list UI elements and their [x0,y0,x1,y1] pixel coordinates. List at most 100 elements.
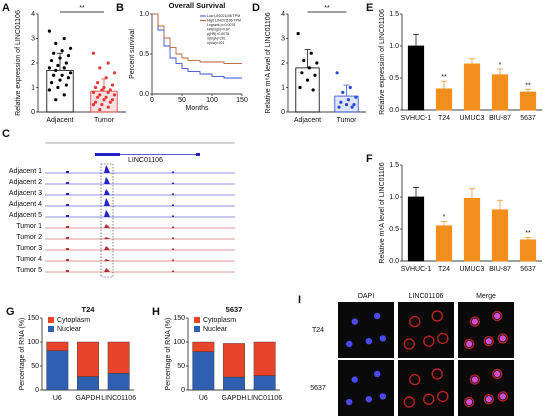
panel-label: A [2,2,10,14]
data-point [98,66,102,70]
data-point [47,29,52,33]
data-point [54,68,58,72]
data-point [305,78,310,82]
y-tick-label: 0.5 [389,226,399,233]
track-label: Adjacent 4 [9,201,42,208]
nucleus [365,396,372,403]
rna-signal [409,315,421,328]
bar [519,239,537,262]
row-label: T24 [312,327,324,334]
data-point [102,98,106,102]
significance: * [443,214,446,221]
track-peak [104,237,110,239]
legend-note: n(high)=201 [207,36,226,40]
nucleus [379,335,386,342]
data-point [56,63,60,68]
legend-label: Cytoplasm [203,317,236,324]
track-label: Tumor 1 [16,223,42,230]
data-point [100,103,104,107]
data-point [60,49,64,53]
x-axis-label: Months [186,105,209,112]
track-label: Tumor 2 [16,234,42,241]
rna-signal [437,332,449,345]
chart-title: 5637 [226,305,243,314]
bar [407,45,425,111]
bar [463,63,481,111]
y-tick-label: 1.0 [139,11,149,18]
bar [435,88,453,111]
data-point [106,90,110,94]
rna-signal [437,390,449,403]
y-axis-label: Relative m⁶A level of LINC01106 [379,162,386,263]
micrograph [338,360,394,416]
data-point [93,100,98,104]
y-tick-label: 0 [281,109,285,116]
row-label: 5637 [310,385,326,392]
nucleus [346,398,353,406]
data-point [112,71,117,75]
significance: * [499,62,502,69]
x-tick-label: UMUC3 [460,115,485,122]
nucleus [351,318,358,325]
track-peak [172,270,174,272]
data-point [350,105,354,109]
bar [491,74,509,111]
track-peak [172,226,174,228]
rna-signal [492,310,503,322]
rna-signal [464,338,475,350]
overlay [494,313,501,319]
rna-signal [431,368,443,380]
overlay [499,335,506,342]
micrograph [458,302,514,358]
y-tick-label: 1 [31,84,35,91]
rna-signal [409,373,421,386]
data-point [300,71,304,75]
gene-label: LINC01106 [128,157,163,164]
data-point [68,46,73,50]
y-tick-label: 3 [31,35,35,42]
track-peak [104,198,110,206]
micrograph [398,302,454,358]
x-tick-label: UMUC3 [460,266,485,273]
track-peak [66,248,69,250]
y-axis-label: Relative expression of LINC01106 [379,9,386,115]
data-point [298,85,302,90]
bar-segment [46,350,69,391]
x-tick-label: U6 [199,395,208,402]
track-peak [104,246,110,250]
data-point [352,103,356,107]
x-tick-label: 100 [206,97,218,104]
column-header: Merge [476,293,496,300]
legend-swatch [48,326,54,332]
data-point [91,90,96,94]
data-point [104,76,108,80]
scale-label: 5μm [521,408,531,414]
bar-segment [107,373,130,391]
overlay [494,371,501,377]
y-tick-label: 150 [173,315,185,322]
data-point [91,51,96,55]
data-point [335,71,339,75]
x-tick-label: Tumor [337,117,358,124]
y-tick-label: 1 [281,84,285,91]
track-peak [172,171,174,173]
y-tick-label: 0.5 [389,75,399,82]
x-tick-label: U6 [53,395,62,402]
y-tick-label: 0.0 [389,258,399,265]
data-point [102,85,106,90]
column-header: LINC01106 [409,293,444,300]
overlay [471,376,478,383]
bar-segment [192,341,215,352]
data-point [108,88,112,92]
rna-signal [403,338,415,350]
nucleus [365,338,372,345]
x-tick-label: Tumor [94,117,115,124]
data-point [66,76,71,80]
y-tick-label: 3 [281,35,285,42]
track-label: Adjacent 2 [9,179,42,186]
y-tick-label: 0 [31,109,35,116]
data-point [62,93,66,97]
track-peak [104,210,110,217]
x-tick-label: LINC01106 [101,395,136,402]
